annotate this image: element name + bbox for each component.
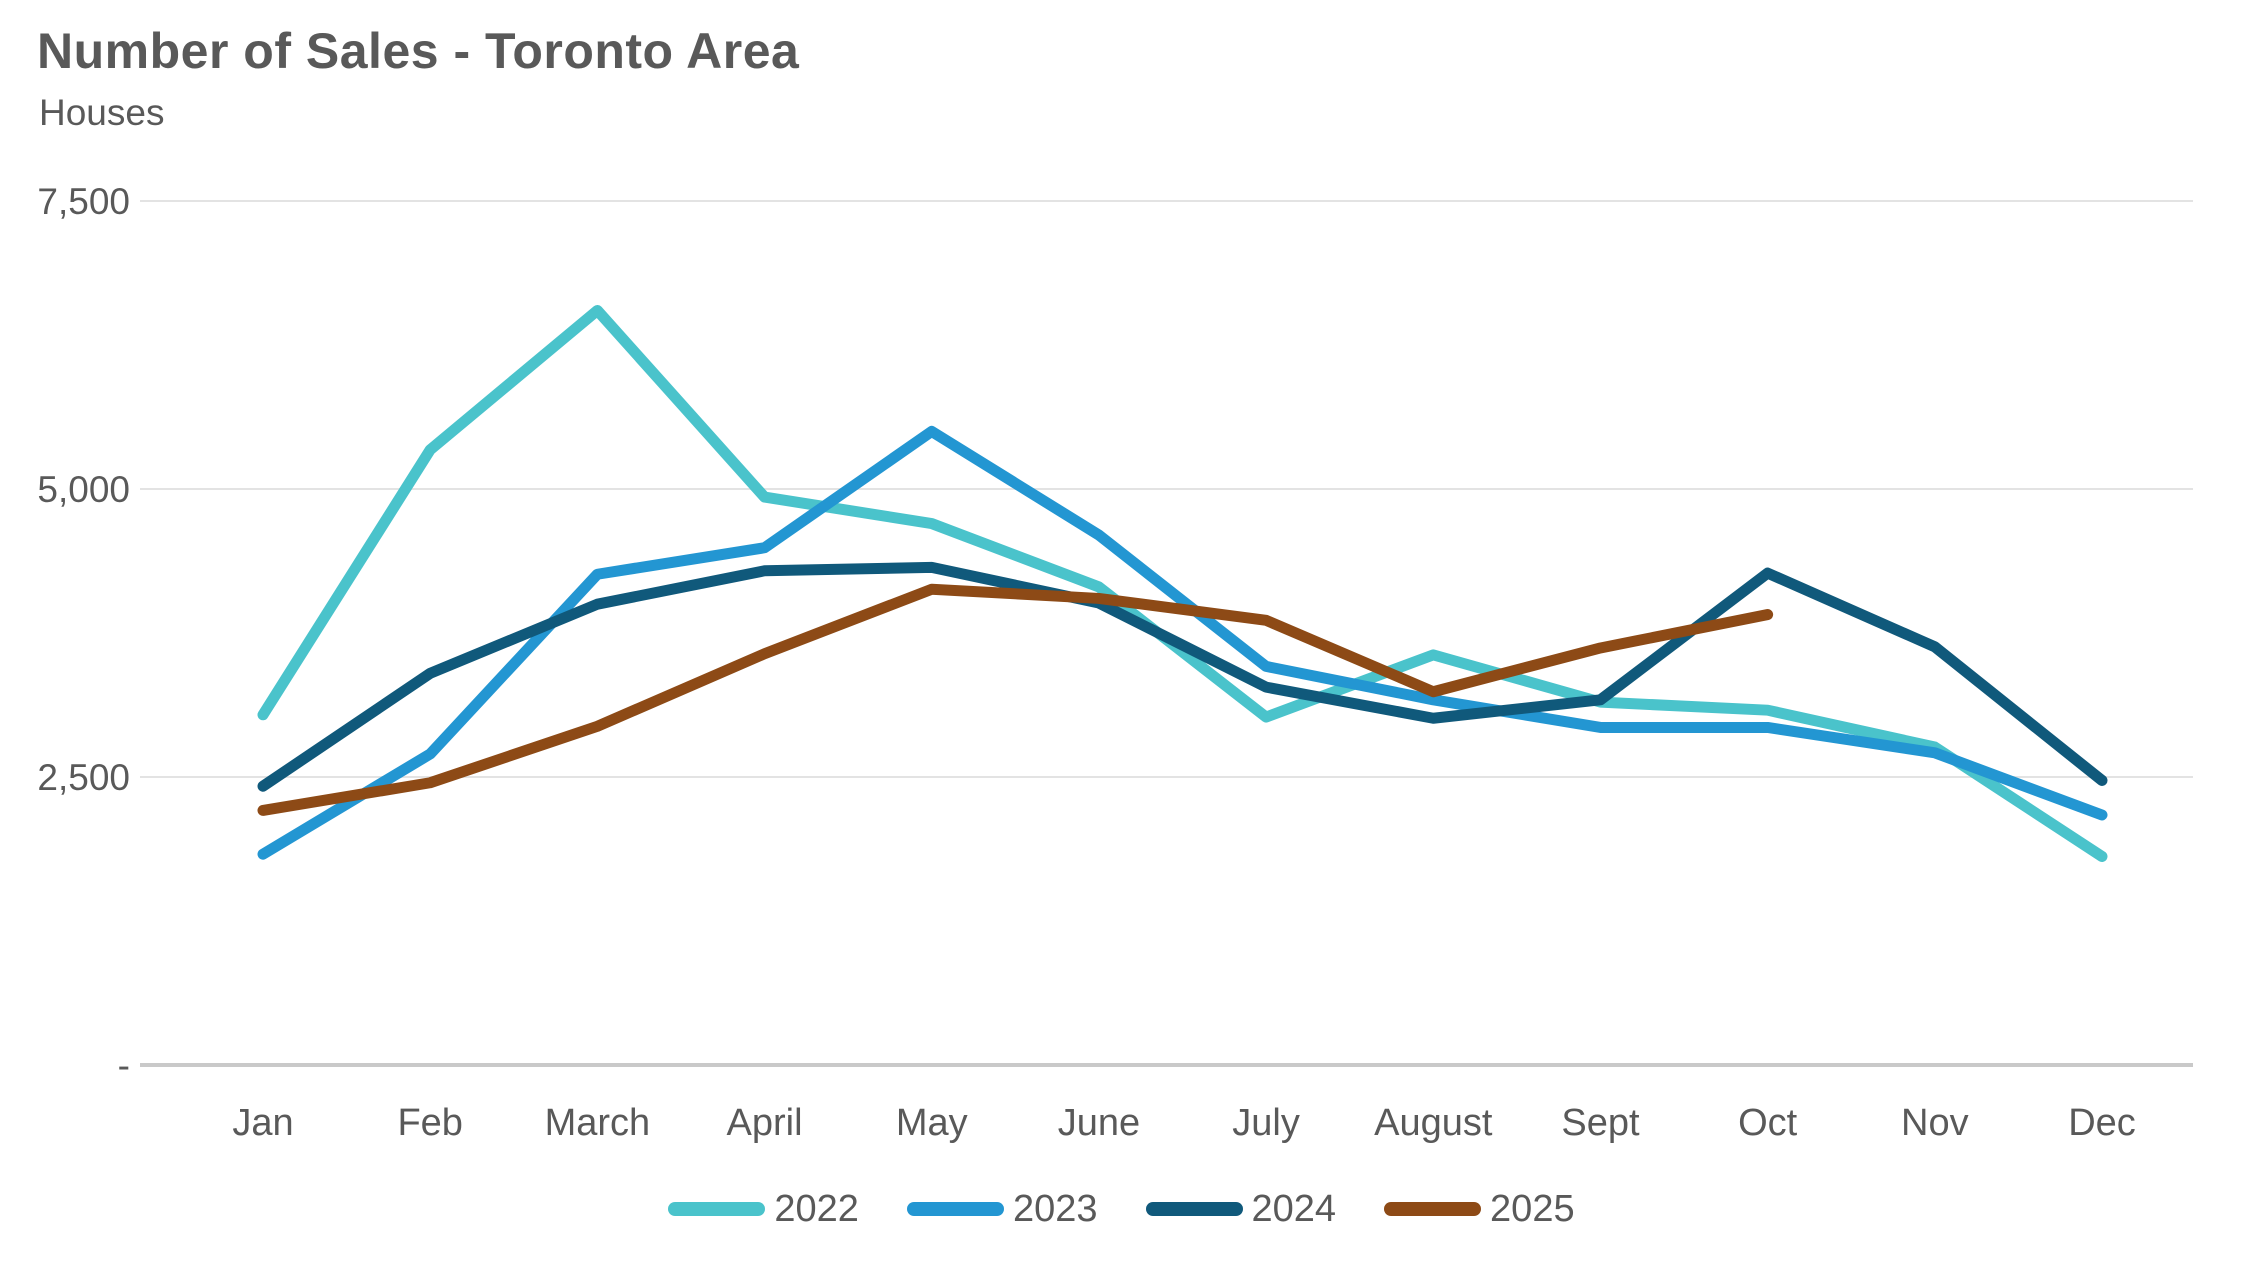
- series-line-2024: [257, 561, 2108, 792]
- y-axis-tick-label: 2,500: [37, 757, 130, 798]
- x-axis-month-label: June: [1058, 1102, 1140, 1144]
- x-axis-month-label: April: [727, 1102, 803, 1144]
- x-axis-month-label: Feb: [397, 1102, 462, 1144]
- legend-swatch-2025: [1384, 1202, 1482, 1216]
- legend-swatch-2022: [668, 1202, 766, 1216]
- series-line-2022: [257, 304, 2108, 862]
- x-axis-month-label: March: [545, 1102, 651, 1144]
- legend-item-2022: 2022: [668, 1190, 859, 1228]
- legend-item-2024: 2024: [1145, 1188, 1337, 1230]
- chart-title: Number of Sales - Toronto Area: [37, 23, 800, 79]
- legend-label-2025: 2025: [1490, 1188, 1575, 1230]
- x-axis-month-label: July: [1232, 1102, 1300, 1144]
- legend-item-2025: 2025: [1384, 1190, 1575, 1228]
- series-line-2025: [257, 583, 1774, 816]
- x-axis-month-label: Nov: [1901, 1102, 1969, 1144]
- legend-label-2024: 2024: [1251, 1188, 1337, 1230]
- series-line-2023: [257, 425, 2108, 860]
- legend-swatch-2023: [906, 1202, 1004, 1216]
- chart-subtitle: Houses: [39, 92, 165, 133]
- x-axis-month-label: Sept: [1561, 1102, 1640, 1144]
- legend-swatch-2024: [1145, 1202, 1243, 1216]
- x-axis-month-label: Oct: [1738, 1102, 1798, 1144]
- legend-label-2023: 2023: [1012, 1188, 1098, 1230]
- legend-label-2022: 2022: [774, 1188, 859, 1230]
- chart-legend: 2022 2023 2024 2025: [0, 1190, 2243, 1228]
- x-axis-month-label: Jan: [232, 1102, 293, 1144]
- x-axis-month-label: Dec: [2068, 1102, 2136, 1144]
- y-axis-tick-label: 5,000: [37, 469, 130, 510]
- y-axis-tick-label: -: [118, 1045, 130, 1086]
- x-axis-month-label: May: [896, 1102, 968, 1144]
- x-axis-month-label: August: [1374, 1102, 1493, 1144]
- y-axis-tick-label: 7,500: [37, 181, 130, 222]
- legend-item-2023: 2023: [906, 1188, 1098, 1230]
